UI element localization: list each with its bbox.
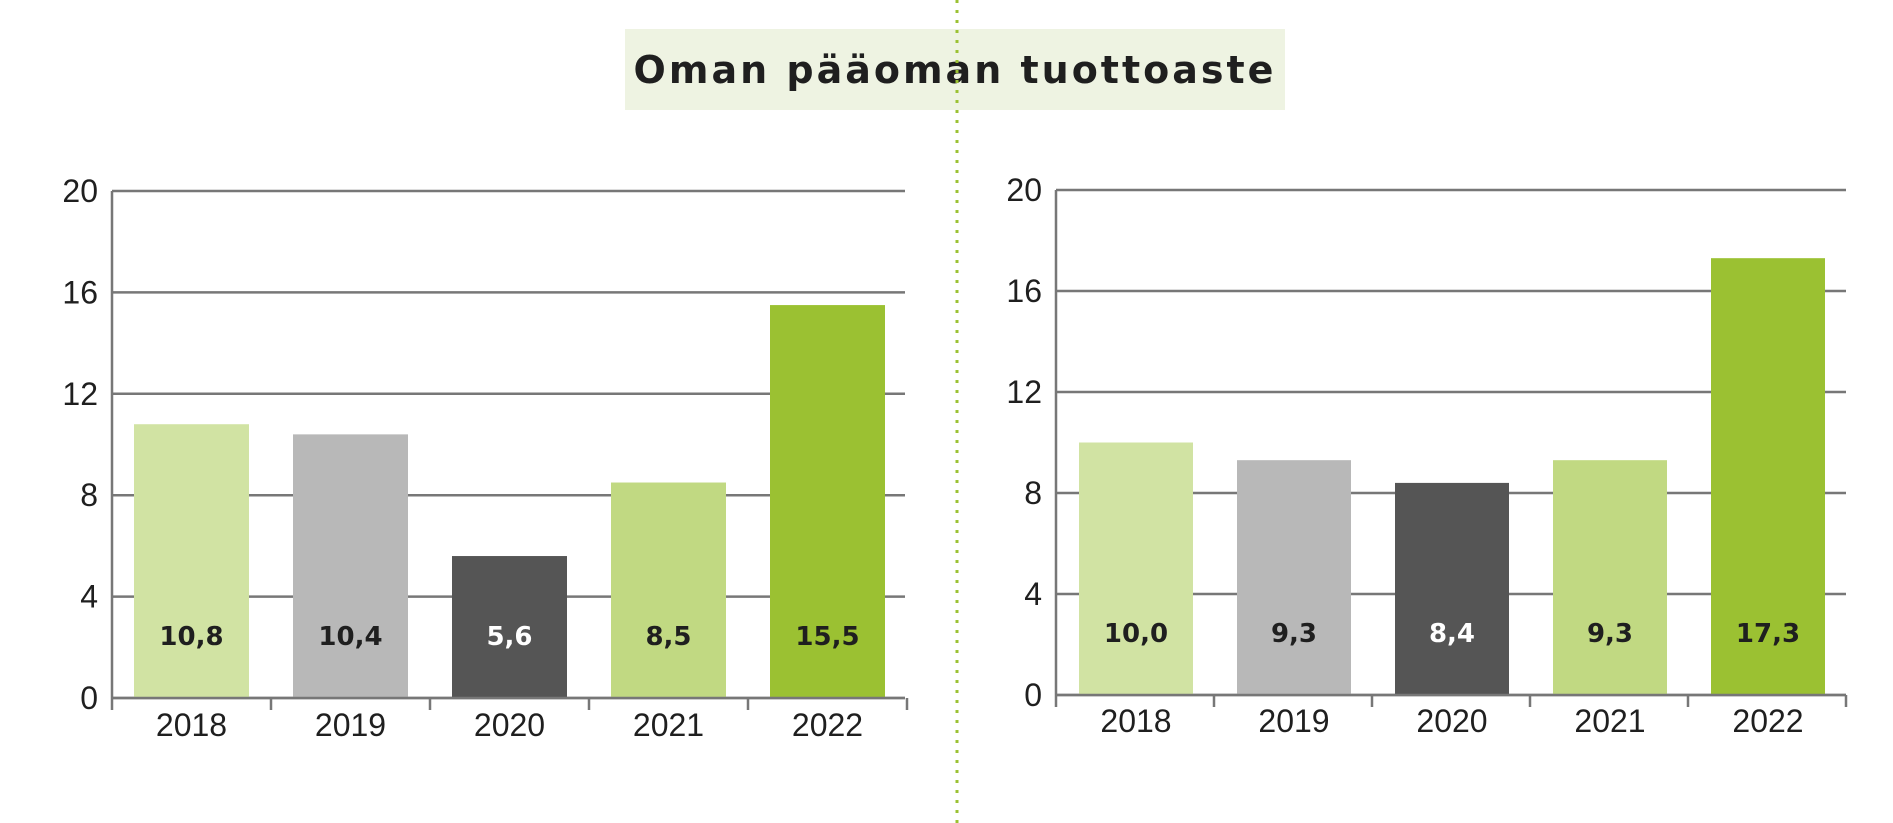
x-tick-label: 2019: [315, 707, 386, 743]
bar-2020: [452, 556, 567, 698]
y-tick-label: 20: [62, 173, 98, 209]
x-tick-label: 2020: [474, 707, 545, 743]
x-tick-label: 2018: [156, 707, 227, 743]
data-label: 5,6: [486, 622, 532, 652]
x-tick-label: 2019: [1258, 703, 1329, 739]
bar-2022: [770, 305, 885, 698]
chart-2: 0 4 8 12 16 20 10,0 9,3 8,4 9,3 17,3 2018 2019 2020 20…: [1006, 172, 1848, 739]
y-tick-label: 12: [1006, 374, 1042, 410]
x-tick-label: 2018: [1100, 703, 1171, 739]
bar-2018: [1079, 442, 1193, 695]
data-label: 10,0: [1104, 619, 1168, 649]
bar-2019: [293, 434, 408, 698]
data-label: 8,4: [1429, 619, 1475, 649]
x-tick-label: 2021: [1574, 703, 1645, 739]
chart-title-box: Oman pääoman tuottoaste: [625, 29, 1285, 110]
y-tick-label: 12: [62, 376, 98, 412]
y-tick-label: 4: [1024, 576, 1042, 612]
data-label: 10,4: [318, 622, 382, 652]
bar-2020: [1395, 482, 1509, 695]
data-label: 17,3: [1736, 619, 1800, 649]
x-tick-label: 2020: [1416, 703, 1487, 739]
bar-2018: [134, 424, 249, 698]
chart-title: Oman pääoman tuottoaste: [633, 47, 1277, 92]
y-tick-label: 16: [1006, 273, 1042, 309]
y-tick-label: 8: [80, 477, 98, 513]
bar-2022: [1711, 258, 1825, 695]
y-tick-label: 4: [80, 579, 98, 615]
x-tick-label: 2022: [1732, 703, 1803, 739]
data-label: 9,3: [1271, 619, 1317, 649]
y-tick-label: 8: [1024, 475, 1042, 511]
bar-2021: [611, 482, 726, 698]
x-tick-label: 2021: [633, 707, 704, 743]
y-tick-label: 0: [1024, 677, 1042, 713]
y-tick-label: 16: [62, 274, 98, 310]
data-label: 9,3: [1587, 619, 1633, 649]
data-label: 15,5: [795, 622, 859, 652]
data-label: 8,5: [645, 622, 691, 652]
bar-2021: [1553, 460, 1667, 695]
data-label: 10,8: [159, 622, 223, 652]
x-tick-label: 2022: [792, 707, 863, 743]
bar-2019: [1237, 460, 1351, 695]
y-tick-label: 20: [1006, 172, 1042, 208]
chart-1: 0 4 8 12 16 20 10,8 10,4 5,6 8,5 15,5 2018 2019 2020 2…: [62, 173, 909, 743]
y-tick-label: 0: [80, 680, 98, 716]
